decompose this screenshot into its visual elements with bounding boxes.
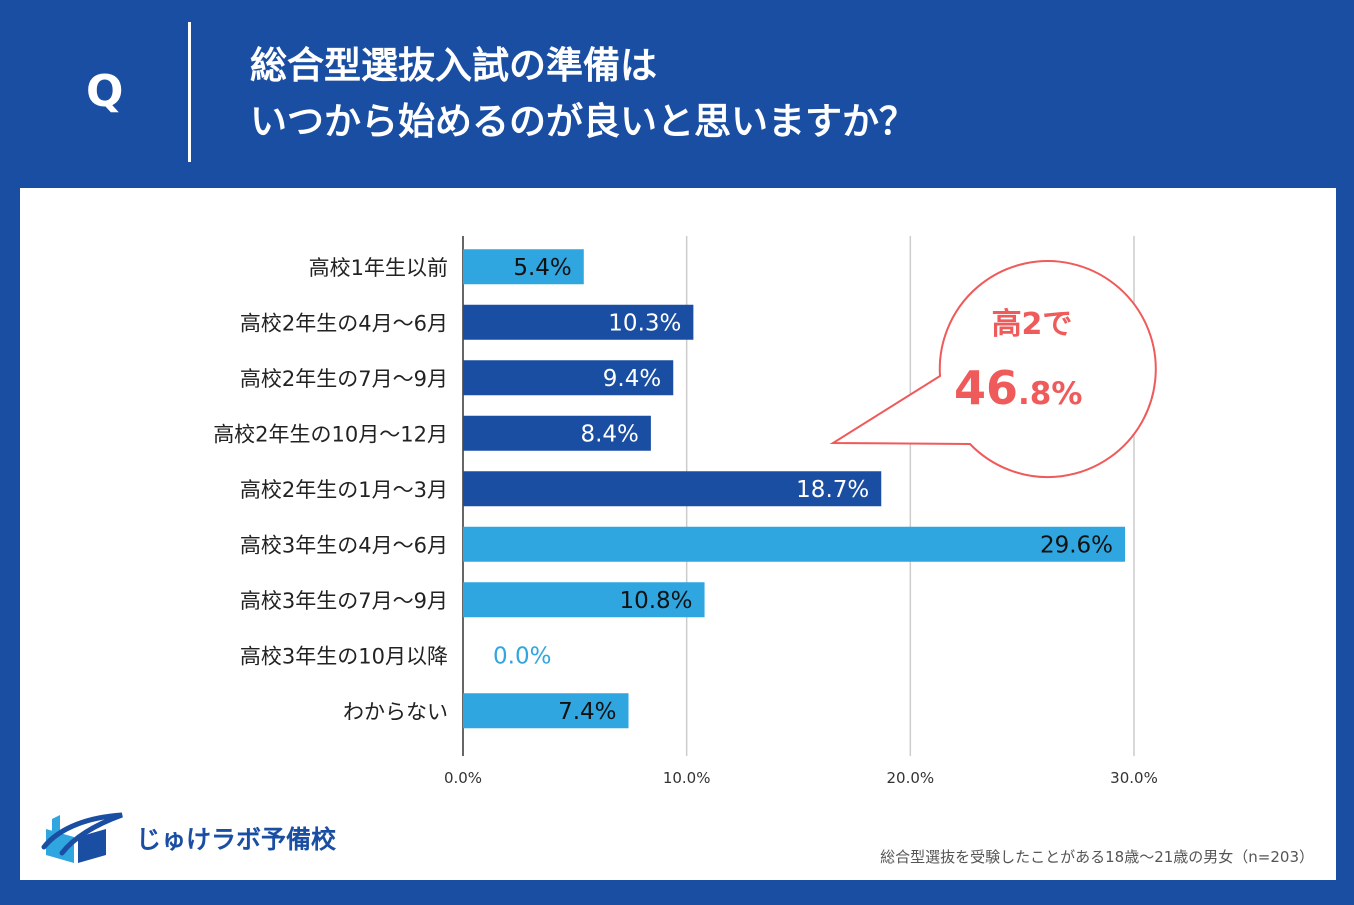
category-label: 高校2年生の7月～9月 <box>240 367 448 391</box>
bar <box>463 360 674 396</box>
bubble-decimal: .8% <box>1018 376 1082 412</box>
bar <box>463 415 651 451</box>
bar <box>463 582 705 618</box>
x-tick-label: 10.0% <box>663 769 711 787</box>
bubble-big-number: 46 <box>954 361 1018 415</box>
category-label: 高校3年生の7月～9月 <box>240 589 448 613</box>
page-title: 総合型選抜入試の準備は いつから始めるのが良いと思いますか？ <box>250 38 1250 150</box>
question-mark-label: Q <box>86 66 124 117</box>
source-note: 総合型選抜を受験したことがある18歳～21歳の男女（n=203） <box>880 848 1314 866</box>
value-label: 29.6% <box>1040 532 1113 558</box>
title-line-1: 総合型選抜入試の準備は <box>250 44 657 87</box>
value-label: 9.4% <box>603 366 661 392</box>
value-label: 18.7% <box>796 477 869 503</box>
value-label: 10.8% <box>619 588 692 614</box>
bar <box>463 471 882 507</box>
category-label: 高校2年生の4月～6月 <box>240 311 448 335</box>
x-tick-label: 20.0% <box>887 769 935 787</box>
category-label: 高校3年生の10月以降 <box>240 644 448 668</box>
x-tick-label: 30.0% <box>1110 769 1158 787</box>
bubble-line-1: 高2で <box>992 307 1073 342</box>
value-label: 5.4% <box>513 255 571 281</box>
chart-panel: 0.0% 10.0% 20.0% 30.0% 高校1年生以前 5.4% 高校2年生の4月～6… <box>20 188 1336 880</box>
category-label: わからない <box>343 700 448 724</box>
logo: じゅけラボ予備校 <box>40 808 336 868</box>
category-label: 高校2年生の10月～12月 <box>213 422 448 446</box>
header-divider <box>188 22 191 162</box>
category-label: 高校1年生以前 <box>309 256 448 280</box>
value-label: 10.3% <box>608 310 681 336</box>
bar <box>463 526 1126 562</box>
bar <box>463 249 584 285</box>
title-line-2: いつから始めるのが良いと思いますか？ <box>250 100 916 143</box>
category-label: 高校2年生の1月～3月 <box>240 478 448 502</box>
x-tick-label: 0.0% <box>444 769 482 787</box>
bar <box>463 304 694 340</box>
value-label: 8.4% <box>580 421 638 447</box>
category-label: 高校3年生の4月～6月 <box>240 533 448 557</box>
value-label: 0.0% <box>493 643 551 669</box>
value-label: 7.4% <box>558 699 616 725</box>
bar-chart: 0.0% 10.0% 20.0% 30.0% 高校1年生以前 5.4% 高校2年生の4月～6… <box>213 236 1158 787</box>
logo-text: じゅけラボ予備校 <box>136 825 337 854</box>
speech-bubble <box>829 260 1157 479</box>
book-logo-icon <box>41 812 123 863</box>
bar <box>463 693 629 729</box>
